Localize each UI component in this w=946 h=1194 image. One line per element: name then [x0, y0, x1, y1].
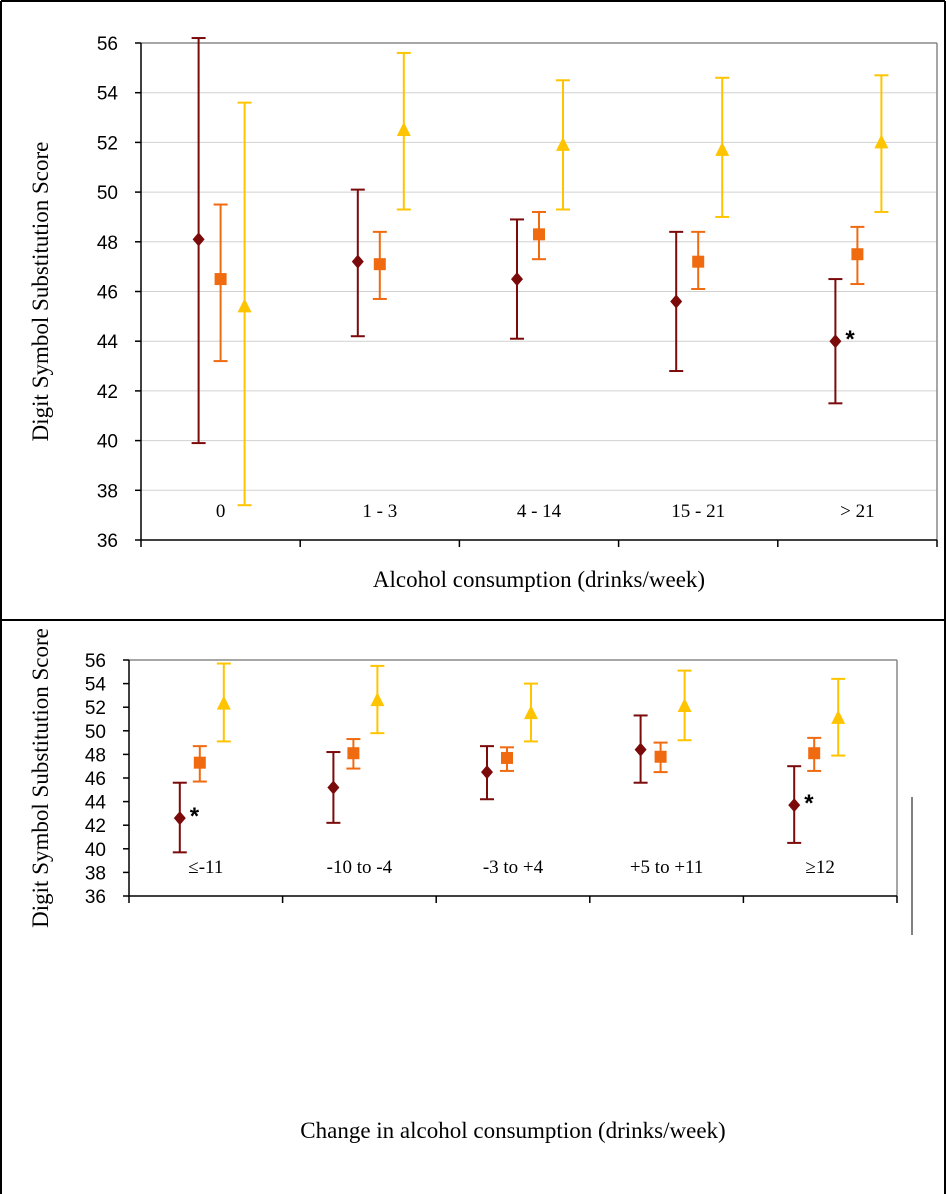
square-marker	[193, 756, 206, 769]
square-marker	[654, 750, 667, 763]
diamond-marker	[829, 334, 842, 349]
y-tick-label: 46	[85, 769, 106, 790]
square-marker	[347, 747, 360, 760]
y-tick-label: 46	[97, 283, 118, 304]
y-tick-label: 44	[85, 793, 107, 814]
y-tick-label: 38	[85, 863, 106, 884]
y-tick-label: 52	[85, 698, 106, 719]
x-category-label: ≤-11	[188, 857, 223, 878]
y-tick-label: 44	[97, 332, 119, 353]
x-axis-title: Alcohol consumption (drinks/week)	[373, 567, 705, 592]
triangle-marker	[237, 298, 252, 313]
significance-asterisk: *	[845, 326, 855, 353]
diamond-marker	[511, 272, 523, 287]
square-marker	[851, 248, 864, 261]
triangle-marker	[524, 705, 538, 720]
diamond-marker	[327, 780, 340, 795]
x-category-label: -10 to -4	[327, 857, 393, 878]
x-category-label: +5 to +11	[630, 857, 704, 878]
x-category-label: 1 - 3	[362, 501, 397, 522]
x-axis-title: Change in alcohol consumption (drinks/we…	[300, 1118, 725, 1143]
diamond-marker	[192, 232, 205, 247]
diamond-marker	[634, 742, 647, 757]
diamond-marker	[351, 254, 364, 269]
x-category-label: > 21	[840, 501, 874, 522]
series-triangle	[216, 662, 846, 757]
triangle-marker	[556, 136, 570, 151]
y-tick-label: 36	[97, 531, 118, 552]
series-diamond	[191, 37, 843, 445]
y-tick-label: 40	[97, 432, 118, 453]
y-tick-label: 50	[97, 183, 118, 204]
triangle-marker	[216, 695, 231, 710]
y-tick-label: 50	[85, 722, 106, 743]
x-category-label: 15 - 21	[671, 501, 725, 522]
y-tick-label: 36	[85, 887, 106, 908]
square-marker	[214, 273, 227, 286]
y-tick-label: 52	[97, 133, 118, 154]
y-tick-label: 40	[85, 840, 106, 861]
x-category-label: 0	[216, 501, 226, 522]
y-tick-label: 48	[85, 745, 106, 766]
y-tick-label: 38	[97, 481, 118, 502]
series-square	[192, 736, 822, 783]
square-marker	[692, 255, 705, 268]
triangle-marker	[396, 121, 411, 136]
square-marker	[373, 258, 386, 271]
y-tick-label: 54	[85, 675, 107, 696]
triangle-marker	[831, 709, 846, 724]
triangle-marker	[715, 141, 730, 156]
diamond-marker	[481, 765, 493, 780]
triangle-marker	[874, 134, 889, 149]
square-marker	[533, 228, 545, 241]
square-marker	[501, 751, 513, 764]
series-square	[213, 203, 865, 363]
y-tick-label: 48	[97, 233, 118, 254]
x-category-label: ≥12	[805, 857, 834, 878]
significance-asterisk: *	[804, 790, 814, 817]
y-tick-label: 42	[85, 816, 106, 837]
triangle-marker	[370, 692, 385, 707]
diamond-marker	[173, 811, 186, 826]
y-axis-title: Digit Symbol Substitution Score	[28, 142, 53, 442]
x-category-label: 4 - 14	[517, 501, 562, 522]
y-axis-title: Digit Symbol Substitution Score	[28, 628, 53, 928]
square-marker	[808, 747, 821, 760]
diamond-marker	[788, 798, 801, 813]
top-chart: 36 38 40 42 44 46 48 50 52 54 56 0 1 - 3 4 - 14 15 - 2…	[28, 34, 938, 592]
series-diamond	[172, 714, 802, 854]
y-tick-label: 54	[97, 84, 119, 105]
x-category-label: -3 to +4	[483, 857, 544, 878]
y-tick-label: 42	[97, 382, 118, 403]
series-triangle	[237, 51, 889, 507]
diamond-marker	[670, 294, 683, 309]
y-tick-label: 56	[85, 651, 106, 672]
y-tick-label: 56	[97, 34, 118, 55]
triangle-marker	[677, 698, 692, 713]
significance-asterisk: *	[190, 803, 200, 830]
